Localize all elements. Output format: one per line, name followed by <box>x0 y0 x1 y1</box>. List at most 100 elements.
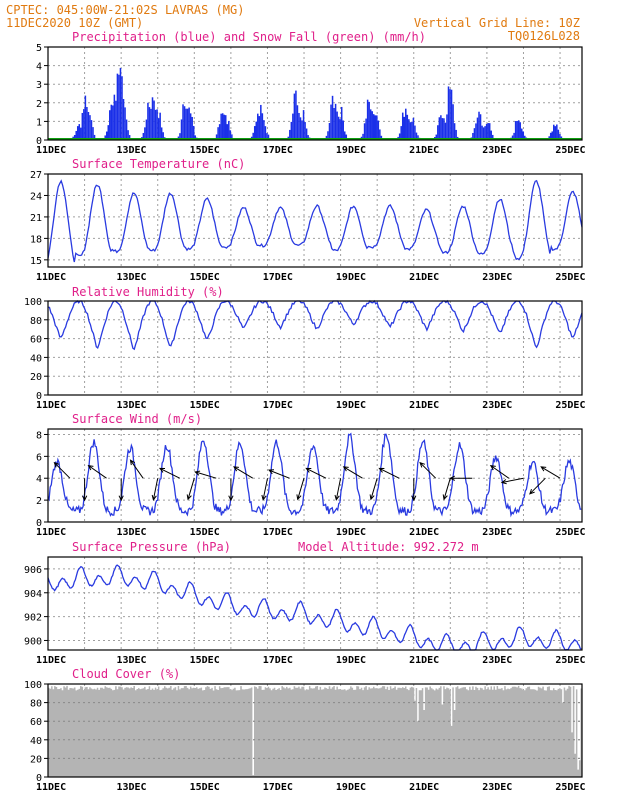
precip-bar <box>186 108 189 140</box>
precip-bar <box>511 135 514 140</box>
wind-vector-arrow <box>186 478 195 501</box>
wind-vector-arrow <box>378 467 400 479</box>
precip-bar <box>296 105 299 140</box>
precip-bar <box>398 133 401 140</box>
x-tick-label: 25DEC <box>555 655 585 666</box>
x-tick-label: 15DEC <box>190 145 220 156</box>
precip-bar <box>159 112 161 140</box>
precip-bar <box>369 109 372 140</box>
precip-bar <box>194 135 196 140</box>
precip-bar <box>231 134 233 140</box>
y-tick-label: 100 <box>24 297 42 308</box>
precip-bar <box>362 133 364 140</box>
wind-vector-arrow <box>158 467 180 479</box>
precip-bar <box>119 67 122 140</box>
precip-bar <box>115 100 117 140</box>
precip-bar <box>104 135 106 140</box>
precip-bar <box>81 112 84 140</box>
wind-vector-arrow <box>129 459 144 479</box>
precip-bar <box>76 126 79 140</box>
precip-bar <box>83 109 85 140</box>
precip-bar <box>307 135 309 140</box>
precip-bar <box>481 125 483 140</box>
y-tick-label: 0 <box>36 773 42 784</box>
precip-bar <box>113 94 116 140</box>
pressure-title: Surface Pressure (hPa) <box>72 540 231 554</box>
precip-bar <box>185 108 187 140</box>
x-tick-label: 23DEC <box>482 400 512 411</box>
y-tick-label: 3 <box>36 80 42 91</box>
wind-vector-arrow <box>500 477 524 485</box>
precip-bar <box>264 126 267 140</box>
precip-bar <box>121 76 123 140</box>
precip-bar <box>333 108 335 140</box>
x-tick-label: 11DEC <box>36 527 66 538</box>
y-tick-label: 5 <box>36 43 42 54</box>
x-tick-label: 21DEC <box>409 527 439 538</box>
precip-bar <box>455 129 457 140</box>
panel-frame <box>47 428 583 523</box>
precip-bar <box>261 113 264 140</box>
precip-bar <box>301 120 303 140</box>
precip-bar <box>376 115 378 140</box>
precip-bar <box>255 121 258 140</box>
precip-bar <box>154 109 157 140</box>
precip-bar <box>263 120 265 140</box>
precip-bar <box>266 133 268 140</box>
precip-bar <box>336 111 338 140</box>
precip-bar <box>377 120 380 140</box>
cloud-panel: 0 20 40 60 80 100 11DEC 13DEC 15DEC 17DEC 19DEC 21D… <box>24 680 586 793</box>
precip-bar <box>479 114 482 140</box>
precip-bar <box>78 124 81 140</box>
cloud-cover-area <box>48 685 582 777</box>
precip-bar <box>444 122 447 140</box>
precip-bar <box>110 104 113 140</box>
x-tick-label: 11DEC <box>36 655 66 666</box>
precip-bar <box>162 132 164 140</box>
precip-bar <box>414 125 416 140</box>
precip-bar <box>124 107 126 140</box>
y-tick-label: 0 <box>36 391 42 402</box>
precip-bar <box>151 97 154 140</box>
precip-bar <box>299 117 302 140</box>
precip-bar <box>260 104 262 140</box>
precip-bar <box>514 121 517 140</box>
precip-bar <box>450 89 453 140</box>
precip-bar <box>188 107 190 140</box>
precip-bar <box>476 117 479 140</box>
precip-bar <box>325 135 328 140</box>
y-tick-label: 902 <box>24 613 42 624</box>
precip-bar <box>153 100 155 140</box>
precip-bar <box>223 114 225 140</box>
x-tick-label: 19DEC <box>336 655 366 666</box>
y-tick-label: 4 <box>36 474 42 485</box>
precip-bar <box>295 90 297 140</box>
precip-bar <box>472 132 474 140</box>
precip-bar <box>150 108 152 140</box>
x-tick-label: 15DEC <box>190 400 220 411</box>
precip-bar <box>93 134 96 140</box>
precip-panel: 0 1 2 3 4 5 11DEC 13DEC 15DEC 17DEC 19DEC 21DEC 23DE… <box>36 43 586 156</box>
precip-bar <box>144 127 146 140</box>
precip-bar <box>302 110 305 140</box>
x-tick-label: 13DEC <box>116 527 146 538</box>
precip-bar <box>109 110 111 140</box>
wind-vector-arrow <box>296 478 305 501</box>
precip-bar <box>107 125 110 140</box>
x-tick-label: 13DEC <box>116 272 146 283</box>
precip-bar <box>491 134 494 140</box>
precip-bar <box>379 129 381 140</box>
y-tick-label: 1 <box>36 117 42 128</box>
precip-bar <box>549 132 552 140</box>
x-tick-label: 19DEC <box>336 272 366 283</box>
x-tick-label: 11DEC <box>36 272 66 283</box>
humidity-panel: 0 20 40 60 80 100 11DEC 13DEC 15DEC 17DEC 19DEC 21D… <box>24 297 586 411</box>
precip-bar <box>447 86 450 140</box>
precip-bar <box>478 111 480 140</box>
x-tick-label: 23DEC <box>482 145 512 156</box>
x-tick-label: 19DEC <box>336 782 366 793</box>
precip-bar <box>180 119 183 140</box>
precip-bar <box>519 122 521 140</box>
precip-bar <box>293 93 296 140</box>
precip-bar <box>374 115 377 140</box>
